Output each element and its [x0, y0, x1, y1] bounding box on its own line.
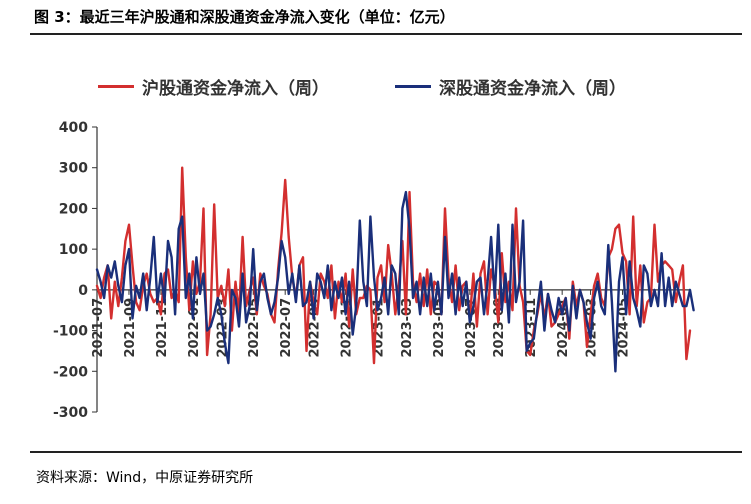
y-tick-label: -100	[53, 324, 88, 340]
y-tick-label: 400	[59, 120, 88, 136]
x-axis: 2021-07 2021-09 2021-11 2022-01 2022-03 2022-…	[91, 289, 690, 358]
x-tick-label: 2021-11	[155, 298, 170, 358]
x-tick-label: 2023-03	[400, 298, 415, 358]
legend-item-sh: 沪股通资金净流入（周）	[98, 74, 329, 99]
series-lines	[95, 166, 695, 373]
x-tick-label: 2023-05	[432, 298, 447, 358]
legend-swatch-sz	[395, 85, 431, 88]
y-tick-label: 200	[59, 201, 88, 217]
x-tick-label: 2021-07	[91, 298, 106, 358]
x-tick-label: 2022-07	[279, 298, 294, 358]
x-tick-label: 2022-05	[247, 298, 262, 358]
legend-item-sz: 深股通资金净流入（周）	[395, 74, 626, 99]
y-tick-label: 300	[59, 161, 88, 177]
y-tick-label: 0	[78, 283, 88, 299]
legend-label-sh: 沪股通资金净流入（周）	[142, 79, 329, 99]
x-tick-label: 2023-09	[492, 298, 507, 358]
bottom-rule	[30, 451, 742, 453]
y-tick-label: -300	[53, 405, 88, 421]
x-tick-label: 2022-01	[187, 298, 202, 358]
x-tick-label: 2022-09	[308, 298, 323, 358]
figure-title: 图 3：最近三年沪股通和深股通资金净流入变化（单位：亿元）	[34, 8, 455, 26]
x-tick-label: 2023-11	[524, 298, 539, 358]
series-line-sz	[95, 190, 695, 373]
y-axis: 400 300 200 100 0 -100 -200 -300	[53, 120, 98, 421]
series-line-sh	[95, 166, 692, 365]
legend-label-sz: 深股通资金净流入（周）	[439, 79, 626, 99]
chart-legend: 沪股通资金净流入（周） 深股通资金净流入（周）	[0, 74, 751, 99]
legend-swatch-sh	[98, 85, 134, 88]
x-tick-label: 2021-09	[123, 298, 138, 358]
source-note: 资料来源：Wind，中原证券研究所	[36, 470, 254, 486]
y-tick-label: -200	[53, 364, 88, 380]
x-tick-label: 2024-05	[617, 298, 632, 358]
y-tick-label: 100	[59, 242, 88, 258]
top-rule	[30, 33, 742, 35]
